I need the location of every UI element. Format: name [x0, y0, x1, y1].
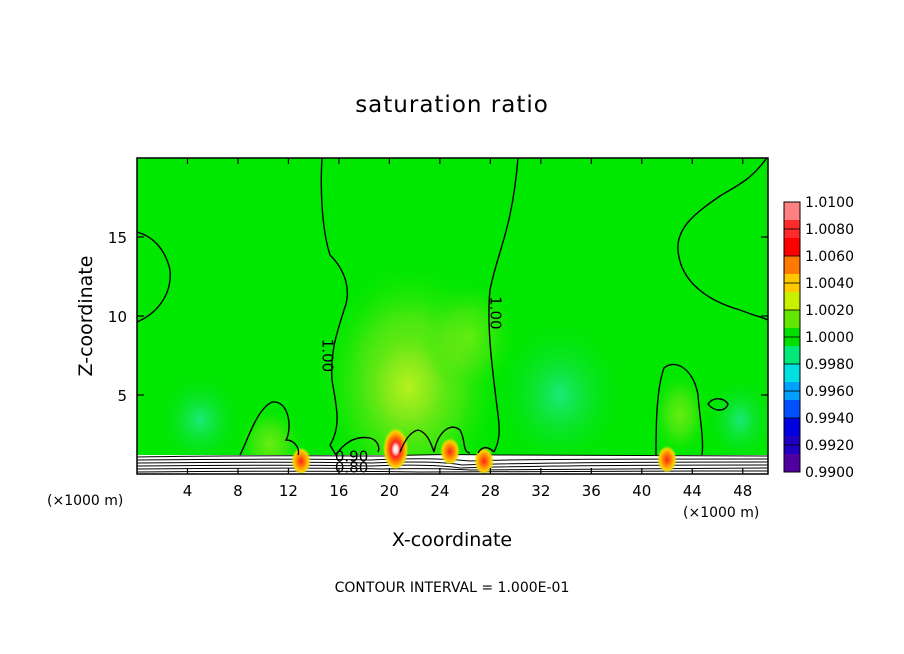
contour-hill-a: [239, 401, 300, 456]
x-unit-right: (×1000 m): [683, 505, 759, 521]
colorbar: 1.0100 1.0080 1.0060 1.0040 1.0020 1.0000 0.99…: [783, 195, 854, 481]
x-tick-label: 8: [233, 482, 243, 500]
colorbar-swatch: [784, 400, 800, 419]
contour-lines: [137, 158, 768, 456]
colorbar-label: 0.9920: [805, 438, 854, 454]
colorbar-label: 1.0080: [805, 222, 854, 238]
x-axis: 4 8 12 16 20 24 28 32 36 40 44 48: [183, 158, 752, 500]
moist-core: [291, 445, 312, 474]
y-axis-label: Z-coordinate: [75, 256, 97, 377]
colorbar-swatch: [784, 418, 800, 437]
contour-hill-b: [655, 363, 704, 456]
colorbar-label: 0.9940: [805, 411, 854, 427]
hotspot-layer: [291, 425, 678, 474]
contour-blob: [707, 398, 729, 411]
y-axis: 5 10 15: [108, 229, 768, 405]
colorbar-swatch: [784, 346, 800, 365]
contour-label: 1.00: [319, 339, 337, 372]
x-tick-label: 16: [329, 482, 348, 500]
colorbar-swatch: [784, 256, 800, 275]
colorbar-swatch: [784, 454, 800, 473]
contour-label: 1.00: [486, 296, 504, 329]
x-tick-label: 44: [683, 482, 702, 500]
y-tick-label: 15: [108, 229, 127, 247]
colorbar-swatch: [784, 310, 800, 329]
y-tick-label: 5: [117, 387, 127, 405]
colorbar-swatch: [784, 292, 800, 311]
chart-title: saturation ratio: [355, 92, 549, 118]
x-tick-label: 20: [380, 482, 399, 500]
colorbar-label: 0.9980: [805, 357, 854, 373]
moist-core: [382, 425, 409, 470]
colorbar-label: 1.0100: [805, 195, 854, 211]
x-tick-label: 40: [632, 482, 651, 500]
contour-label: 0.80: [335, 458, 368, 476]
x-unit-left: (×1000 m): [47, 493, 123, 509]
x-axis-label: X-coordinate: [392, 529, 512, 551]
colorbar-label: 0.9960: [805, 384, 854, 400]
contour-right: [677, 158, 768, 321]
colorbar-label: 1.0040: [805, 276, 854, 292]
colorbar-label: 1.0000: [805, 330, 854, 346]
x-tick-label: 36: [582, 482, 601, 500]
colorbar-swatch: [784, 238, 800, 257]
colorbar-swatch: [784, 364, 800, 383]
moist-core: [474, 445, 495, 474]
colorbar-label: 1.0020: [805, 303, 854, 319]
surface-contours: [137, 454, 768, 473]
y-tick-label: 10: [108, 308, 127, 326]
x-tick-label: 24: [430, 482, 449, 500]
x-tick-label: 48: [733, 482, 752, 500]
x-tick-label: 4: [183, 482, 193, 500]
colorbar-label: 1.0060: [805, 249, 854, 265]
contour-label-layer: 1.00 1.00 0.900.80: [319, 296, 505, 476]
x-tick-label: 32: [531, 482, 550, 500]
colorbar-swatch: [784, 202, 800, 221]
moist-core: [439, 436, 460, 465]
contour-left: [137, 231, 171, 323]
x-tick-label: 12: [279, 482, 298, 500]
contour-center: [320, 158, 519, 456]
colorbar-label: 0.9900: [805, 465, 854, 481]
x-tick-label: 28: [481, 482, 500, 500]
contour-label: 0.90: [335, 447, 368, 465]
contour-interval-note: CONTOUR INTERVAL = 1.000E-01: [335, 580, 570, 596]
moist-core: [657, 444, 678, 473]
